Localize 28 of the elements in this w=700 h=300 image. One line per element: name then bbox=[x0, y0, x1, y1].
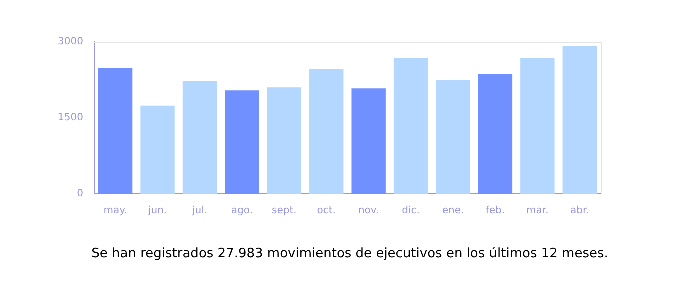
bar bbox=[182, 82, 218, 194]
y-tick-label: 3000 bbox=[58, 36, 84, 48]
bar bbox=[267, 88, 302, 194]
x-tick-label: ago. bbox=[231, 206, 253, 217]
bar bbox=[394, 58, 428, 194]
y-tick-label: 1500 bbox=[58, 112, 84, 124]
x-tick-label: oct. bbox=[317, 206, 336, 217]
bar bbox=[478, 74, 513, 194]
x-tick-label: abr. bbox=[570, 206, 590, 217]
x-tick-label: feb. bbox=[486, 206, 506, 217]
text: Se han registrados 27.983 movimientos de ejecutivos en los últimos 12 meses. bbox=[92, 246, 608, 262]
bar bbox=[436, 80, 470, 194]
bar bbox=[352, 88, 386, 194]
x-tick-label: may. bbox=[104, 206, 128, 217]
x-tick-label: sept. bbox=[272, 206, 297, 217]
bar bbox=[562, 46, 597, 194]
bar bbox=[225, 90, 260, 194]
x-tick-label: nov. bbox=[358, 206, 380, 217]
x-tick-label: jun. bbox=[147, 206, 168, 217]
x-tick-label: ene. bbox=[442, 206, 464, 217]
bar bbox=[520, 58, 555, 194]
y-tick-label: 0 bbox=[77, 188, 84, 200]
x-tick-label: mar. bbox=[526, 206, 549, 217]
bar bbox=[98, 68, 133, 194]
x-tick-label: dic. bbox=[402, 206, 420, 217]
bar bbox=[310, 69, 344, 194]
bar bbox=[140, 106, 175, 194]
x-tick-label: jul. bbox=[191, 206, 208, 217]
